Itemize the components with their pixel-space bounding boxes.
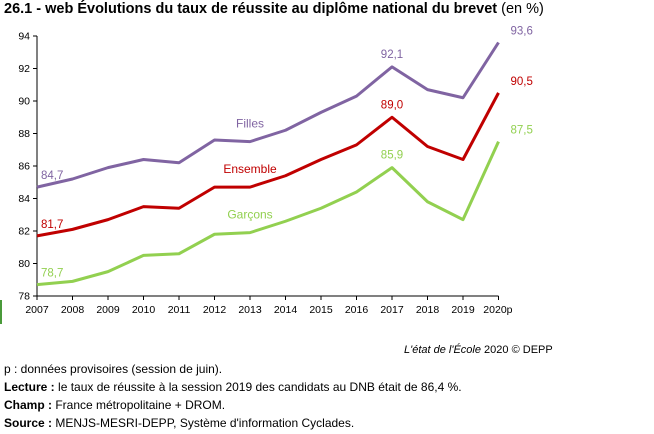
- data-label: 90,5: [511, 76, 533, 88]
- note-source-label: Source :: [4, 416, 53, 430]
- y-tick-label: 80: [18, 258, 30, 270]
- x-tick-label: 2020p: [483, 304, 512, 316]
- x-tick-label: 2010: [132, 304, 156, 316]
- note-champ: Champ : France métropolitaine + DROM.: [4, 396, 462, 414]
- series-name-label: Garçons: [227, 208, 272, 222]
- data-label: 81,7: [41, 219, 63, 231]
- chart-series: [36, 41, 500, 287]
- x-tick-label: 2007: [25, 304, 49, 316]
- series-line-ensemble: [36, 92, 500, 238]
- chart-axes: 78 80 82 84 86 88 90 92 94 2007 2008 2009 2010 2011 20…: [18, 31, 512, 317]
- left-edge-rule: [0, 300, 2, 324]
- x-tick-label: 2014: [274, 304, 298, 316]
- y-tick-label: 94: [18, 31, 30, 43]
- series-line-garçons: [36, 141, 500, 287]
- chart-title-unit: (en %): [501, 1, 544, 17]
- x-tick-label: 2017: [380, 304, 404, 316]
- note-lecture: Lecture : le taux de réussite à la sessi…: [4, 378, 462, 396]
- data-label: 87,5: [511, 125, 533, 137]
- x-tick-label: 2008: [61, 304, 85, 316]
- series-name-label: Filles: [236, 117, 264, 131]
- y-tick-label: 82: [18, 226, 30, 238]
- data-label: 92,1: [381, 49, 403, 61]
- data-label: 84,7: [41, 170, 63, 182]
- credit-year: 2020: [484, 344, 509, 356]
- series-name-label: Ensemble: [223, 162, 277, 176]
- note-lecture-label: Lecture :: [4, 380, 55, 394]
- x-tick-label: 2018: [416, 304, 440, 316]
- line-chart: 78 80 82 84 86 88 90 92 94 2007 2008 2009 2010 2011 20…: [18, 26, 533, 317]
- y-tick-label: 84: [18, 193, 30, 205]
- note-lecture-text: le taux de réussite à la session 2019 de…: [54, 380, 462, 394]
- data-label: 89,0: [381, 99, 403, 111]
- note-champ-label: Champ :: [4, 398, 52, 412]
- y-tick-label: 92: [18, 63, 30, 75]
- x-tick-label: 2013: [238, 304, 262, 316]
- chart-credit: L'état de l'École 2020 © DEPP: [404, 344, 553, 356]
- note-source: Source : MENJS-MESRI-DEPP, Système d'inf…: [4, 414, 462, 432]
- data-label: 93,6: [511, 26, 533, 38]
- note-source-text: MENJS-MESRI-DEPP, Système d'information …: [52, 416, 355, 430]
- y-tick-label: 88: [18, 128, 30, 140]
- chart-title: 26.1 - web Évolutions du taux de réussit…: [4, 1, 544, 17]
- y-tick-label: 86: [18, 161, 30, 173]
- chart-labels: Filles 84,7 92,1 93,6 Ensemble 81,7 89,0 90,5 Ga…: [41, 26, 533, 280]
- note-provisional: p : données provisoires (session de juin…: [4, 362, 223, 376]
- x-tick-label: 2011: [168, 304, 191, 316]
- credit-copyright: © DEPP: [511, 344, 553, 356]
- y-tick-label: 90: [18, 96, 30, 108]
- data-label: 78,7: [41, 268, 63, 280]
- note-champ-text: France métropolitaine + DROM.: [52, 398, 226, 412]
- x-tick-label: 2012: [203, 304, 227, 316]
- x-tick-label: 2009: [96, 304, 120, 316]
- x-tick-label: 2016: [345, 304, 369, 316]
- credit-source: L'état de l'École: [404, 344, 481, 356]
- x-tick-label: 2019: [451, 304, 475, 316]
- chart-notes: p : données provisoires (session de juin…: [4, 360, 462, 432]
- series-line-filles: [36, 41, 500, 189]
- chart-title-text: 26.1 - web Évolutions du taux de réussit…: [4, 1, 498, 17]
- x-tick-label: 2015: [309, 304, 333, 316]
- y-tick-label: 78: [18, 291, 30, 303]
- data-label: 85,9: [381, 150, 403, 162]
